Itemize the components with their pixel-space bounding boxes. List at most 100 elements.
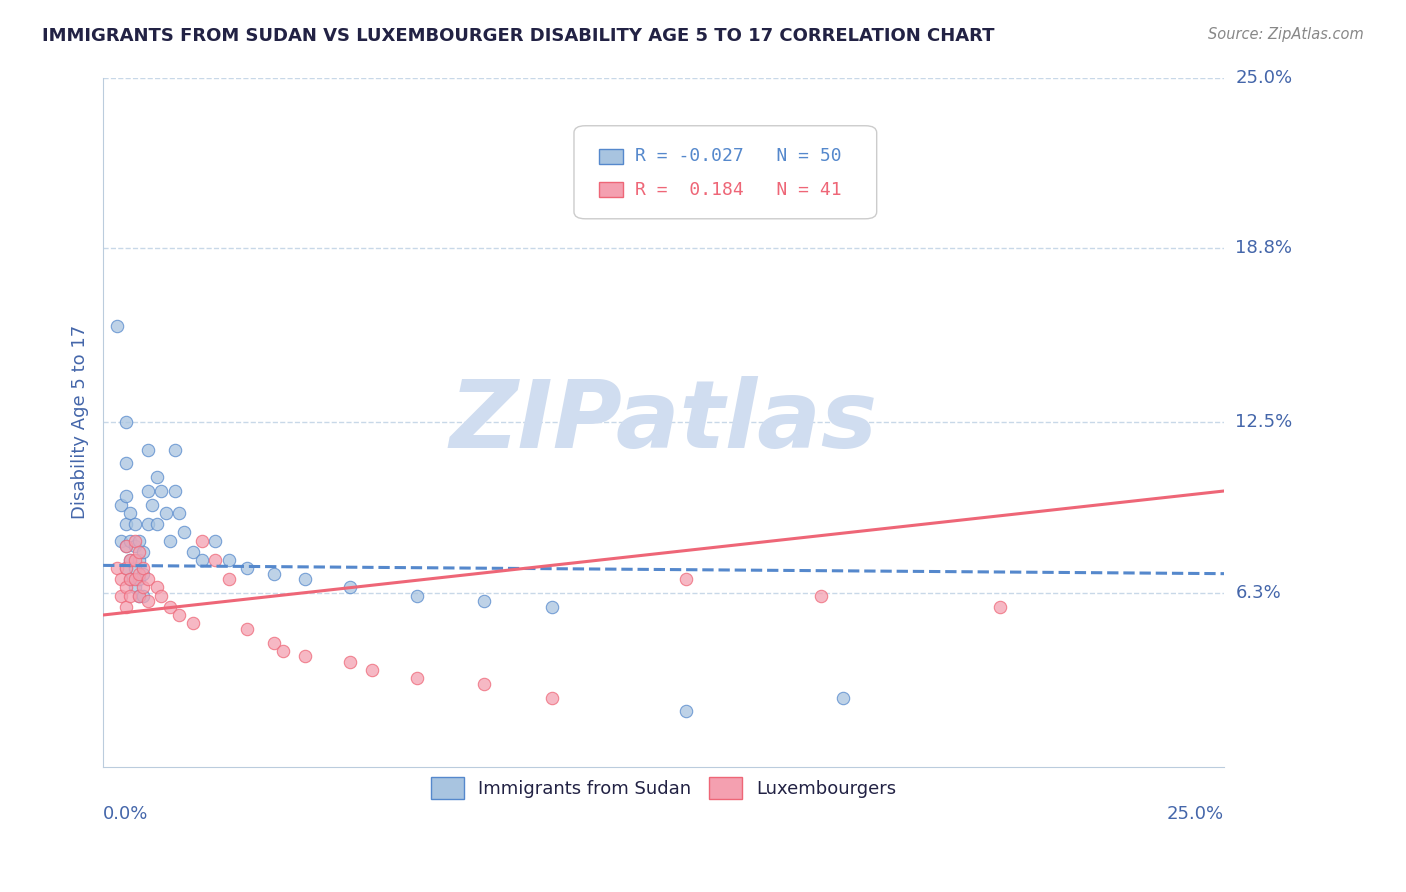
Point (675, 705, 697, 719)
Point (118, 506, 141, 520)
Point (110, 533, 132, 548)
Point (191, 533, 214, 548)
Point (105, 561, 128, 575)
Point (159, 533, 181, 548)
Point (118, 553, 141, 567)
Text: R = -0.027   N = 50: R = -0.027 N = 50 (634, 147, 841, 165)
Point (124, 581, 146, 595)
Point (128, 589, 150, 603)
Point (235, 622, 257, 636)
Point (128, 553, 150, 567)
Point (294, 572, 316, 586)
Point (159, 599, 181, 614)
Y-axis label: Disability Age 5 to 17: Disability Age 5 to 17 (72, 325, 89, 519)
Point (146, 470, 169, 484)
Point (136, 516, 159, 531)
FancyBboxPatch shape (574, 126, 877, 219)
Point (118, 572, 141, 586)
Point (361, 663, 384, 677)
Point (124, 539, 146, 553)
Point (114, 581, 136, 595)
Text: 0.0%: 0.0% (103, 805, 149, 823)
Point (540, 690, 562, 705)
Point (132, 589, 155, 603)
Point (114, 561, 136, 575)
Text: ZIPatlas: ZIPatlas (450, 376, 877, 468)
Point (132, 581, 155, 595)
Text: IMMIGRANTS FROM SUDAN VS LUXEMBOURGER DISABILITY AGE 5 TO 17 CORRELATION CHART: IMMIGRANTS FROM SUDAN VS LUXEMBOURGER DI… (42, 27, 994, 45)
Point (181, 544, 204, 558)
Point (136, 483, 159, 498)
Text: 25.0%: 25.0% (1236, 69, 1292, 87)
Point (263, 635, 285, 649)
Point (118, 553, 141, 567)
Text: R =  0.184   N = 41: R = 0.184 N = 41 (634, 181, 841, 199)
Point (263, 566, 285, 581)
Point (163, 483, 186, 498)
Point (114, 457, 136, 471)
Point (118, 589, 141, 603)
Point (294, 649, 316, 664)
Point (132, 544, 155, 558)
Point (128, 566, 150, 581)
Point (141, 498, 163, 512)
Point (472, 677, 495, 691)
Point (146, 581, 169, 595)
Point (339, 655, 361, 669)
Point (150, 589, 173, 603)
Point (114, 539, 136, 553)
Point (472, 594, 495, 608)
Point (339, 581, 361, 595)
Point (132, 566, 155, 581)
Point (173, 525, 195, 540)
Point (124, 561, 146, 575)
Point (235, 561, 257, 575)
Point (105, 318, 128, 333)
Point (110, 572, 132, 586)
Point (110, 589, 132, 603)
Point (146, 516, 169, 531)
Text: Source: ZipAtlas.com: Source: ZipAtlas.com (1208, 27, 1364, 42)
Point (810, 589, 832, 603)
Point (169, 607, 191, 622)
Point (150, 483, 173, 498)
FancyBboxPatch shape (599, 149, 623, 164)
Point (136, 594, 159, 608)
Point (832, 690, 855, 705)
Point (406, 589, 429, 603)
Point (136, 442, 159, 457)
Point (988, 599, 1011, 614)
Point (128, 533, 150, 548)
Point (124, 516, 146, 531)
Point (132, 561, 155, 575)
Point (114, 599, 136, 614)
Point (271, 644, 294, 658)
Point (540, 599, 562, 614)
Text: 25.0%: 25.0% (1167, 805, 1225, 823)
FancyBboxPatch shape (599, 182, 623, 197)
Point (155, 506, 177, 520)
Point (191, 553, 214, 567)
Text: 6.3%: 6.3% (1236, 584, 1281, 602)
Point (181, 616, 204, 631)
Point (114, 539, 136, 553)
Point (406, 672, 429, 686)
Point (204, 553, 226, 567)
Legend: Immigrants from Sudan, Luxembourgers: Immigrants from Sudan, Luxembourgers (423, 769, 904, 805)
Point (128, 572, 150, 586)
Point (169, 506, 191, 520)
Point (163, 442, 186, 457)
Point (218, 553, 240, 567)
Point (118, 572, 141, 586)
Point (124, 553, 146, 567)
Point (204, 533, 226, 548)
Point (114, 561, 136, 575)
Point (675, 572, 697, 586)
Point (114, 415, 136, 429)
Text: 18.8%: 18.8% (1236, 239, 1292, 258)
Point (118, 533, 141, 548)
Point (218, 572, 240, 586)
Point (114, 516, 136, 531)
Point (124, 533, 146, 548)
Point (136, 572, 159, 586)
